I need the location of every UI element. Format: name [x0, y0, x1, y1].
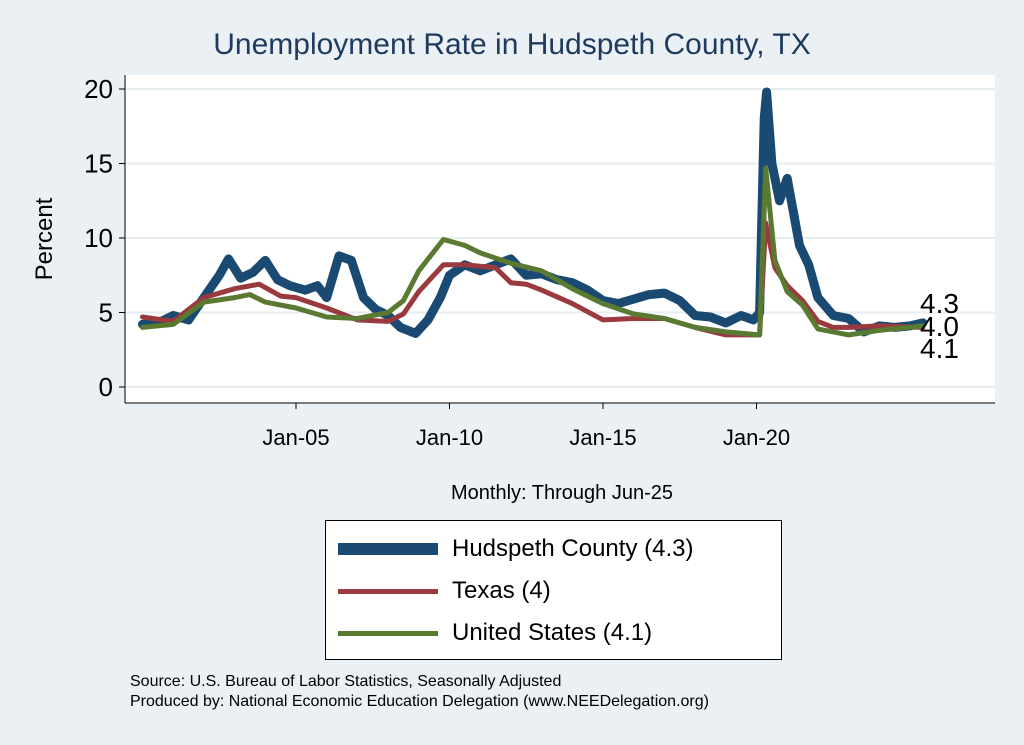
source-line: Source: U.S. Bureau of Labor Statistics,…: [130, 673, 562, 690]
legend-item-texas: Texas (4): [338, 577, 551, 605]
series-line-0: [138, 87, 928, 338]
x-axis-label: Monthly: Through Jun-25: [451, 482, 673, 504]
end-label: 4.3: [920, 288, 959, 319]
end-label: 4.0: [920, 311, 959, 342]
y-tick-label: 10: [84, 223, 113, 253]
series-line-2: [140, 165, 926, 338]
legend-item-hudspeth: Hudspeth County (4.3): [338, 535, 693, 563]
source-note: Source: U.S. Bureau of Labor Statistics,…: [130, 672, 709, 712]
legend-label: United States (4.1): [452, 619, 653, 646]
x-tick-label: Jan-10: [416, 425, 483, 450]
y-tick-label: 20: [84, 74, 113, 104]
x-tick-label: Jan-15: [569, 425, 636, 450]
legend-swatch: [338, 543, 438, 555]
y-tick-label: 5: [99, 298, 113, 328]
legend-swatch: [338, 630, 438, 636]
legend-label: Hudspeth County (4.3): [452, 535, 694, 562]
y-axis-label: Percent: [31, 197, 58, 280]
y-tick-label: 15: [84, 149, 113, 179]
x-tick-label: Jan-20: [723, 425, 790, 450]
x-tick-label: Jan-05: [262, 425, 329, 450]
series-line-1: [140, 220, 926, 338]
legend-item-us: United States (4.1): [338, 619, 652, 647]
chart-title: Unemployment Rate in Hudspeth County, TX: [213, 28, 811, 61]
legend-swatch: [338, 588, 438, 594]
producer-line: Produced by: National Economic Education…: [130, 693, 709, 710]
legend: Hudspeth County (4.3) Texas (4) United S…: [325, 520, 782, 660]
y-tick-label: 0: [99, 372, 113, 402]
end-label: 4.1: [920, 333, 959, 364]
legend-label: Texas (4): [452, 577, 551, 604]
